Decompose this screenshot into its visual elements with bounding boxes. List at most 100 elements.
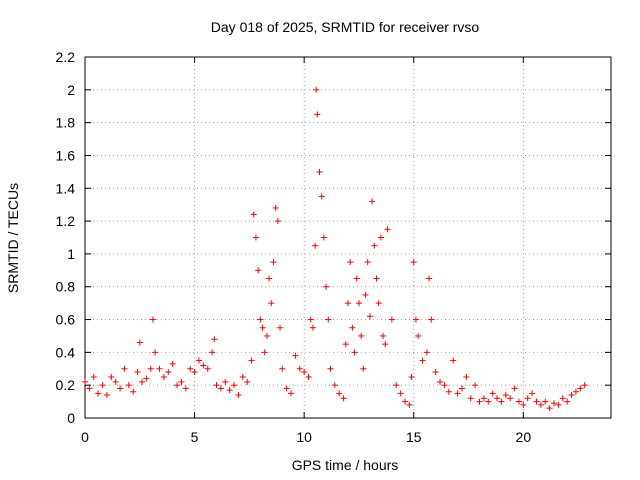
data-point <box>366 313 373 320</box>
data-point <box>103 392 110 399</box>
data-point <box>301 369 308 376</box>
data-point <box>542 398 549 405</box>
data-point <box>217 385 224 392</box>
data-point <box>388 316 395 323</box>
data-point <box>323 283 330 290</box>
data-point <box>136 339 143 346</box>
data-point <box>511 385 518 392</box>
y-tick-label: 1.2 <box>56 213 76 229</box>
y-tick-label: 1.8 <box>56 115 76 131</box>
data-point <box>537 401 544 408</box>
data-point <box>412 316 419 323</box>
data-point <box>401 398 408 405</box>
data-point <box>380 332 387 339</box>
data-point <box>121 365 128 372</box>
data-point <box>82 378 88 385</box>
data-point <box>524 395 531 402</box>
data-point <box>476 398 483 405</box>
y-axis-label: SRMTID / TECUs <box>5 183 21 293</box>
data-point <box>353 275 360 282</box>
data-point <box>147 365 154 372</box>
data-point <box>305 373 312 380</box>
data-point <box>313 86 320 93</box>
y-tick-label: 0.6 <box>56 312 76 328</box>
data-point <box>340 395 347 402</box>
data-point <box>559 395 566 402</box>
data-point <box>533 398 540 405</box>
data-point <box>187 365 194 372</box>
data-point <box>320 234 327 241</box>
data-point <box>520 401 527 408</box>
data-point <box>393 382 400 389</box>
data-point <box>515 398 522 405</box>
data-point <box>112 378 119 385</box>
data-point <box>274 218 281 225</box>
y-tick-label: 1 <box>67 246 75 262</box>
data-point <box>108 373 115 380</box>
data-point <box>485 398 492 405</box>
data-point <box>445 388 452 395</box>
x-tick-label: 0 <box>81 429 89 445</box>
data-point <box>239 373 246 380</box>
data-point <box>373 275 380 282</box>
data-point <box>472 382 479 389</box>
y-tick-label: 1.6 <box>56 147 76 163</box>
data-point <box>364 259 371 266</box>
data-point <box>498 398 505 405</box>
data-point <box>426 275 433 282</box>
data-point <box>423 349 430 356</box>
data-point <box>244 378 251 385</box>
data-point <box>174 382 181 389</box>
data-point <box>95 390 102 397</box>
data-point <box>169 360 176 367</box>
data-points <box>82 86 588 412</box>
data-point <box>415 332 422 339</box>
data-point <box>248 357 255 364</box>
data-point <box>309 324 316 331</box>
y-tick-label: 0 <box>67 410 75 426</box>
data-point <box>351 349 358 356</box>
data-point <box>458 385 465 392</box>
data-point <box>209 349 216 356</box>
data-point <box>259 324 266 331</box>
data-point <box>384 226 391 233</box>
data-point <box>325 316 332 323</box>
data-point <box>277 324 284 331</box>
data-point <box>507 395 514 402</box>
data-point <box>572 388 579 395</box>
data-point <box>369 198 376 205</box>
data-point <box>347 259 354 266</box>
data-point <box>318 193 325 200</box>
data-point <box>463 373 470 380</box>
data-point <box>437 378 444 385</box>
data-point <box>130 388 137 395</box>
data-point <box>257 316 264 323</box>
chart-title: Day 018 of 2025, SRMTID for receiver rvs… <box>211 19 480 35</box>
data-point <box>213 382 220 389</box>
data-point <box>345 300 351 307</box>
data-point <box>134 369 141 376</box>
data-point <box>331 382 338 389</box>
data-point <box>143 375 150 382</box>
data-point <box>581 382 588 389</box>
data-point <box>375 300 382 307</box>
data-point <box>268 300 275 307</box>
data-point <box>327 365 334 372</box>
data-point <box>397 390 404 397</box>
data-point <box>349 324 356 331</box>
data-point <box>312 242 319 249</box>
data-point <box>307 316 314 323</box>
data-point <box>195 357 202 364</box>
x-axis-label: GPS time / hours <box>292 457 399 473</box>
data-point <box>235 392 242 399</box>
data-point <box>138 378 145 385</box>
data-point <box>263 332 270 339</box>
data-point <box>371 242 378 249</box>
y-tick-label: 0.8 <box>56 279 76 295</box>
data-point <box>428 316 435 323</box>
data-point <box>316 168 323 175</box>
data-point <box>231 382 238 389</box>
data-point <box>211 336 218 343</box>
data-point <box>152 349 159 356</box>
data-point <box>342 341 349 348</box>
